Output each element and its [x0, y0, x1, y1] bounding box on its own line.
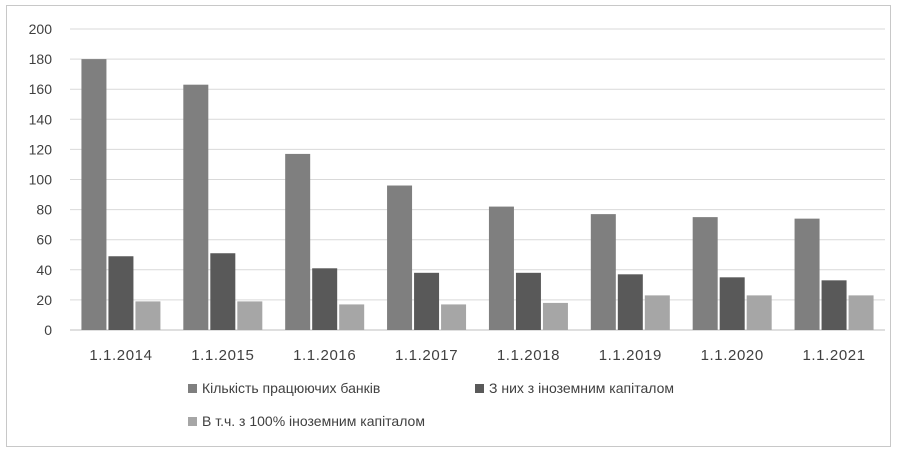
bar-2	[210, 253, 236, 330]
bar-1	[183, 84, 209, 330]
x-tick-label: 1.1.2018	[497, 347, 560, 364]
bar-2	[617, 274, 643, 330]
y-tick-label: 140	[29, 111, 53, 127]
y-tick-label: 120	[29, 141, 53, 157]
y-tick-label: 20	[36, 292, 52, 308]
x-tick-label: 1.1.2020	[701, 347, 764, 364]
legend-swatch-2	[475, 384, 484, 393]
legend-label-2: З них з іноземним капіталом	[489, 380, 674, 396]
y-axis: 0 20 40 60 80 100 120 140 160 180 200	[29, 21, 53, 338]
y-tick-label: 100	[29, 172, 53, 188]
x-tick-label: 1.1.2019	[599, 347, 662, 364]
bar-2	[108, 256, 134, 330]
bar-3	[746, 295, 772, 330]
x-tick-label: 1.1.2016	[293, 347, 356, 364]
bar-2	[719, 277, 745, 330]
y-tick-label: 60	[36, 232, 52, 248]
bar-3	[135, 301, 161, 330]
x-tick-label: 1.1.2021	[802, 347, 865, 364]
y-tick-label: 40	[36, 262, 52, 278]
legend-swatch-3	[188, 417, 197, 426]
bar-1	[387, 185, 413, 330]
y-tick-label: 160	[29, 81, 53, 97]
x-axis: 1.1.2014 1.1.2015 1.1.2016 1.1.2017 1.1.2018…	[89, 347, 865, 364]
bar-2	[414, 272, 440, 330]
legend-label-1: Кількість працюючих банків	[202, 380, 380, 396]
y-tick-label: 80	[36, 202, 52, 218]
x-tick-label: 1.1.2014	[89, 347, 152, 364]
bar-3	[542, 302, 568, 330]
bar-1	[794, 218, 820, 330]
bar-1	[590, 214, 616, 330]
bar-2	[515, 272, 541, 330]
bar-2	[312, 268, 338, 330]
y-tick-label: 200	[29, 21, 53, 37]
bar-3	[441, 304, 467, 330]
bar-3	[644, 295, 670, 330]
bar-3	[848, 295, 874, 330]
y-tick-label: 0	[44, 322, 52, 338]
bar-1	[285, 153, 311, 330]
bars	[81, 59, 874, 330]
y-tick-label: 180	[29, 51, 53, 67]
x-tick-label: 1.1.2015	[191, 347, 254, 364]
legend-swatch-1	[188, 384, 197, 393]
bar-2	[821, 280, 847, 330]
bar-1	[488, 206, 514, 330]
legend: Кількість працюючих банків З них з інозем…	[188, 380, 674, 429]
bar-1	[81, 59, 107, 330]
bar-3	[237, 301, 263, 330]
bar-3	[339, 304, 365, 330]
chart-frame	[6, 5, 891, 447]
legend-label-3: В т.ч. з 100% іноземним капіталом	[202, 413, 425, 429]
x-tick-label: 1.1.2017	[395, 347, 458, 364]
bar-1	[692, 217, 718, 330]
